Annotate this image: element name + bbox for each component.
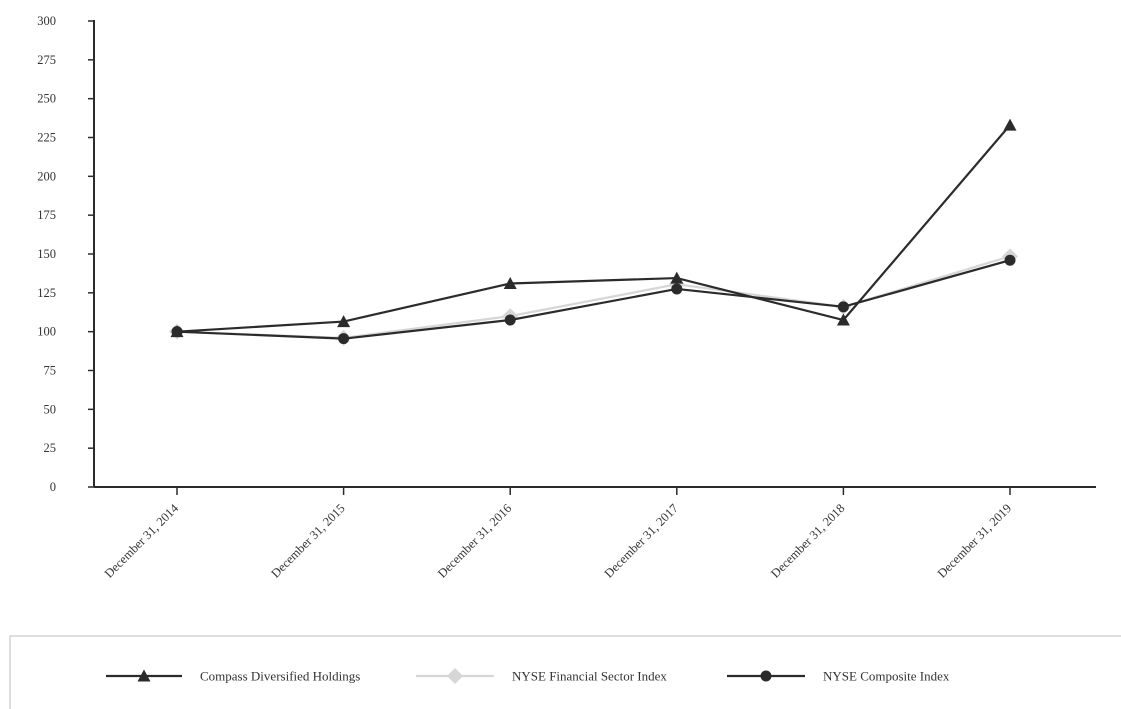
data-point bbox=[837, 301, 849, 313]
x-axis-ticks: December 31, 2014 December 31, 2015 Decemb… bbox=[102, 487, 1014, 581]
x-tick-label: December 31, 2017 bbox=[602, 501, 681, 580]
y-tick-label: 125 bbox=[37, 286, 56, 300]
y-tick-label: 75 bbox=[44, 364, 57, 378]
y-tick-label: 150 bbox=[37, 247, 56, 261]
y-tick-label: 200 bbox=[37, 169, 56, 183]
data-point bbox=[1003, 118, 1017, 131]
y-tick-label: 300 bbox=[37, 14, 56, 28]
data-point bbox=[504, 314, 516, 326]
x-tick-label: December 31, 2019 bbox=[935, 501, 1014, 580]
y-tick-label: 250 bbox=[37, 92, 56, 106]
legend-item-2: NYSE Composite Index bbox=[727, 669, 950, 684]
legend-frame bbox=[9, 635, 1121, 709]
data-point bbox=[170, 325, 184, 338]
legend-item-0: Compass Diversified Holdings bbox=[106, 669, 360, 684]
series-line bbox=[176, 255, 1011, 339]
series-line bbox=[176, 124, 1011, 333]
legend-items: Compass Diversified Holdings NYSE Financi… bbox=[106, 668, 950, 684]
legend: Compass Diversified Holdings NYSE Financi… bbox=[9, 635, 1121, 709]
y-tick-label: 175 bbox=[37, 208, 56, 222]
x-tick-label: December 31, 2018 bbox=[768, 501, 847, 580]
y-tick-label: 275 bbox=[37, 53, 56, 67]
x-tick-label: December 31, 2015 bbox=[268, 501, 347, 580]
legend-marker bbox=[447, 668, 463, 684]
legend-marker bbox=[137, 669, 151, 682]
data-point bbox=[836, 313, 850, 326]
data-point bbox=[503, 277, 517, 290]
legend-item-1: NYSE Financial Sector Index bbox=[416, 668, 667, 684]
series-1 bbox=[169, 248, 1018, 346]
series-layer bbox=[169, 118, 1018, 346]
y-tick-label: 100 bbox=[37, 325, 56, 339]
legend-label: NYSE Composite Index bbox=[823, 669, 950, 684]
series-0 bbox=[170, 118, 1017, 338]
legend-label: Compass Diversified Holdings bbox=[200, 669, 360, 684]
y-tick-label: 0 bbox=[50, 480, 56, 494]
legend-marker bbox=[760, 670, 772, 682]
series-line bbox=[176, 259, 1011, 340]
data-point bbox=[1004, 254, 1016, 266]
legend-label: NYSE Financial Sector Index bbox=[512, 669, 667, 684]
y-tick-label: 225 bbox=[37, 131, 56, 145]
data-point bbox=[670, 271, 684, 284]
y-axis-ticks: 0 25 50 75 100 125 150 175 200 225 250 275 300 bbox=[37, 14, 94, 494]
data-point bbox=[337, 315, 351, 328]
data-point bbox=[338, 333, 350, 345]
data-point bbox=[671, 283, 683, 295]
y-tick-label: 25 bbox=[44, 441, 57, 455]
x-tick-label: December 31, 2014 bbox=[102, 501, 182, 581]
x-tick-label: December 31, 2016 bbox=[435, 501, 514, 580]
y-tick-label: 50 bbox=[44, 402, 57, 416]
